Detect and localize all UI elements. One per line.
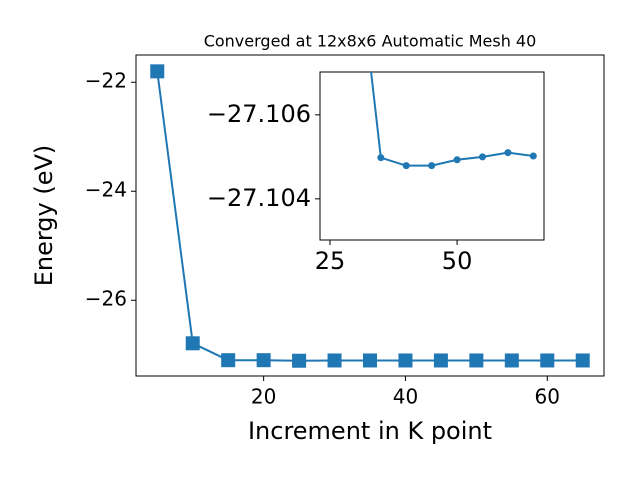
marker (433, 353, 448, 368)
marker (453, 156, 461, 164)
series-line (370, 72, 534, 167)
y-tick-label: −27.104 (207, 184, 311, 212)
plot-series (150, 64, 590, 368)
marker (504, 149, 512, 157)
plot-area (319, 71, 545, 241)
y-axis-label: Energy (eV) (30, 145, 58, 287)
y-tick-label: −24 (85, 178, 127, 202)
marker (428, 162, 436, 170)
marker (469, 353, 484, 368)
marker (478, 153, 486, 161)
marker (327, 353, 342, 368)
chart-title: Converged at 12x8x6 Automatic Mesh 40 (204, 32, 537, 51)
x-tick-label: 60 (535, 385, 560, 409)
y-tick-label: −26 (85, 287, 127, 311)
marker (292, 353, 307, 368)
x-tick-label: 25 (315, 247, 346, 275)
marker (150, 64, 165, 79)
marker (402, 162, 410, 170)
marker (540, 353, 555, 368)
y-tick-label: −22 (85, 69, 127, 93)
plot-series (370, 72, 537, 170)
marker (575, 353, 590, 368)
x-tick-label: 40 (393, 385, 418, 409)
marker (529, 152, 537, 160)
x-tick-label: 20 (251, 385, 276, 409)
x-tick-label: 50 (442, 247, 473, 275)
y-tick-label: −27.106 (207, 100, 311, 128)
marker (256, 353, 271, 368)
marker (377, 154, 385, 162)
marker (363, 353, 377, 368)
marker (398, 353, 413, 368)
marker (504, 353, 519, 368)
marker (221, 353, 236, 368)
x-axis-label: Increment in K point (248, 417, 492, 445)
marker (185, 336, 200, 351)
